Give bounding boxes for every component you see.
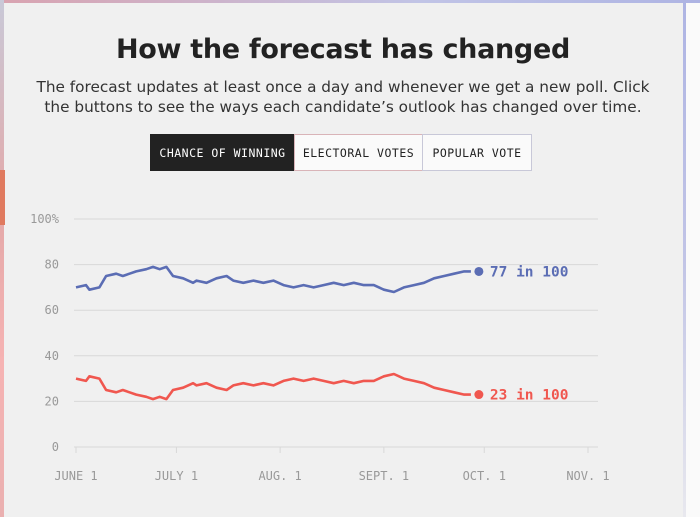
series-end-point-blue bbox=[474, 266, 484, 276]
page-right-background bbox=[686, 0, 700, 517]
series-line-red bbox=[75, 372, 471, 401]
series-end-label-red: 23 in 100 bbox=[490, 388, 569, 404]
view-toggle-tabs: CHANCE OF WINNING ELECTORAL VOTES POPULA… bbox=[150, 134, 532, 171]
card-left-border bbox=[0, 0, 4, 517]
y-tick-label: 20 bbox=[45, 394, 59, 408]
series-end-label-blue: 77 in 100 bbox=[490, 264, 569, 280]
series-line-blue bbox=[75, 265, 471, 294]
y-tick-label: 80 bbox=[45, 258, 59, 272]
left-edge-tab bbox=[0, 170, 5, 225]
y-tick-label: 40 bbox=[45, 349, 59, 363]
forecast-card bbox=[4, 3, 683, 517]
y-tick-label: 100% bbox=[30, 212, 60, 226]
y-tick-label: 60 bbox=[45, 303, 59, 317]
x-tick-label: AUG. 1 bbox=[258, 469, 301, 483]
series-end-point-red bbox=[474, 390, 484, 400]
chart-title: How the forecast has changed bbox=[115, 34, 570, 65]
x-tick-label: OCT. 1 bbox=[463, 469, 506, 483]
x-tick-label: SEPT. 1 bbox=[359, 469, 410, 483]
x-tick-label: JUNE 1 bbox=[54, 469, 97, 483]
x-tick-label: NOV. 1 bbox=[566, 469, 609, 483]
card-right-border bbox=[683, 0, 686, 517]
tab-popular-vote[interactable]: POPULAR VOTE bbox=[422, 134, 532, 171]
x-tick-label: JULY 1 bbox=[155, 469, 198, 483]
tab-chance-of-winning[interactable]: CHANCE OF WINNING bbox=[150, 134, 295, 171]
card-top-border bbox=[0, 0, 700, 3]
y-tick-label: 0 bbox=[52, 440, 59, 454]
chart-subtitle: The forecast updates at least once a day… bbox=[36, 78, 650, 116]
